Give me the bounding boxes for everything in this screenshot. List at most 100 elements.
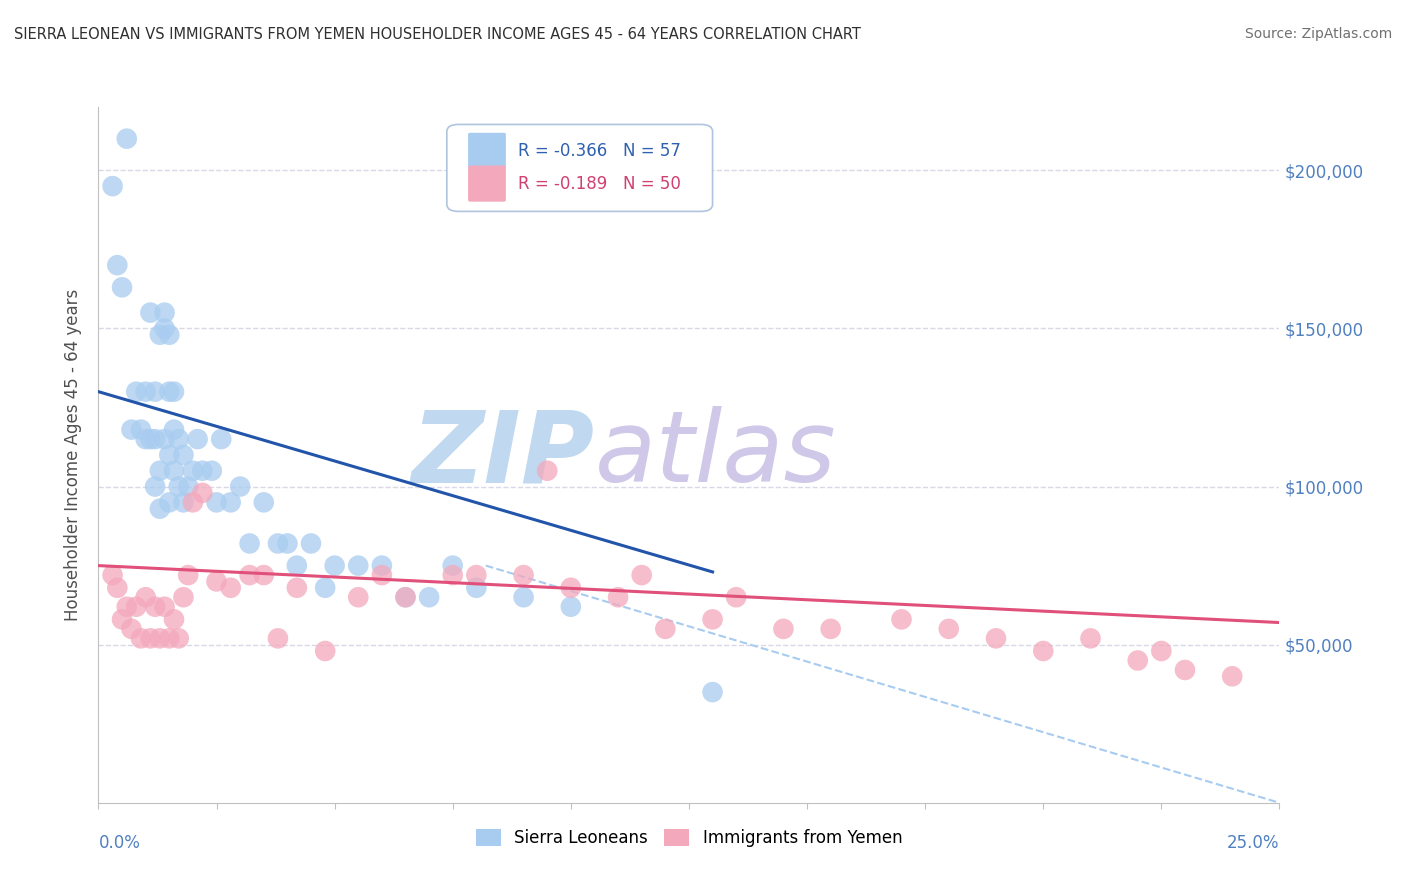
Point <box>111 280 134 294</box>
Point <box>209 432 232 446</box>
Point <box>938 622 960 636</box>
Point <box>181 464 204 478</box>
Point <box>157 448 180 462</box>
Point <box>181 495 204 509</box>
Point <box>149 632 172 646</box>
Point <box>191 464 214 478</box>
Point <box>143 479 166 493</box>
Point <box>163 384 186 399</box>
Point <box>101 568 124 582</box>
Point <box>219 495 242 509</box>
Point <box>441 558 464 573</box>
Point <box>172 591 194 605</box>
Point <box>135 591 157 605</box>
Point <box>772 622 794 636</box>
Point <box>418 591 440 605</box>
Point <box>157 632 180 646</box>
Point <box>512 568 534 582</box>
Point <box>153 599 176 614</box>
Point <box>276 536 298 550</box>
Point <box>153 432 176 446</box>
Point <box>163 612 186 626</box>
Point <box>371 558 394 573</box>
Point <box>512 591 534 605</box>
Point <box>253 568 276 582</box>
Legend: Sierra Leoneans, Immigrants from Yemen: Sierra Leoneans, Immigrants from Yemen <box>470 822 908 854</box>
Point <box>394 591 416 605</box>
Point <box>890 612 912 626</box>
Point <box>607 591 630 605</box>
Point <box>153 305 176 319</box>
Point <box>394 591 416 605</box>
Point <box>167 632 190 646</box>
Text: ZIP: ZIP <box>412 407 595 503</box>
Point <box>121 423 143 437</box>
Point <box>820 622 842 636</box>
Point <box>139 305 162 319</box>
Text: R = -0.189   N = 50: R = -0.189 N = 50 <box>517 175 681 193</box>
Point <box>115 599 138 614</box>
Point <box>630 568 652 582</box>
Point <box>1126 653 1149 667</box>
Point <box>163 464 186 478</box>
Point <box>702 685 724 699</box>
Point <box>139 632 162 646</box>
FancyBboxPatch shape <box>468 166 506 202</box>
Point <box>441 568 464 582</box>
Point <box>285 581 308 595</box>
Point <box>1032 644 1054 658</box>
Text: 25.0%: 25.0% <box>1227 834 1279 852</box>
Point <box>129 423 152 437</box>
Point <box>105 581 128 595</box>
Point <box>205 495 228 509</box>
Text: Source: ZipAtlas.com: Source: ZipAtlas.com <box>1244 27 1392 41</box>
Point <box>347 558 370 573</box>
Point <box>702 612 724 626</box>
Point <box>125 384 148 399</box>
Point <box>157 384 180 399</box>
Point <box>201 464 224 478</box>
Point <box>115 131 138 145</box>
Point <box>205 574 228 589</box>
Point <box>191 486 214 500</box>
Point <box>157 327 180 342</box>
Point <box>135 384 157 399</box>
Text: R = -0.366   N = 57: R = -0.366 N = 57 <box>517 142 681 160</box>
Point <box>111 612 134 626</box>
Point <box>149 327 172 342</box>
Point <box>253 495 276 509</box>
Point <box>139 432 162 446</box>
Point <box>725 591 748 605</box>
Point <box>105 258 128 272</box>
Point <box>121 622 143 636</box>
Point <box>267 536 290 550</box>
Point <box>314 644 336 658</box>
Point <box>560 581 582 595</box>
Point <box>157 495 180 509</box>
Point <box>143 384 166 399</box>
Point <box>167 432 190 446</box>
Point <box>984 632 1007 646</box>
Point <box>219 581 242 595</box>
Point <box>172 448 194 462</box>
Text: atlas: atlas <box>595 407 837 503</box>
Point <box>177 479 200 493</box>
Text: SIERRA LEONEAN VS IMMIGRANTS FROM YEMEN HOUSEHOLDER INCOME AGES 45 - 64 YEARS CO: SIERRA LEONEAN VS IMMIGRANTS FROM YEMEN … <box>14 27 860 42</box>
Point <box>536 464 558 478</box>
Point <box>299 536 322 550</box>
Point <box>239 536 262 550</box>
Point <box>1174 663 1197 677</box>
Point <box>149 464 172 478</box>
Text: 0.0%: 0.0% <box>98 834 141 852</box>
Point <box>135 432 157 446</box>
Point <box>101 179 124 194</box>
Point <box>129 632 152 646</box>
Point <box>654 622 676 636</box>
Point <box>314 581 336 595</box>
FancyBboxPatch shape <box>447 124 713 211</box>
Point <box>187 432 209 446</box>
Point <box>465 581 488 595</box>
Point <box>371 568 394 582</box>
Point <box>267 632 290 646</box>
Point <box>149 501 172 516</box>
